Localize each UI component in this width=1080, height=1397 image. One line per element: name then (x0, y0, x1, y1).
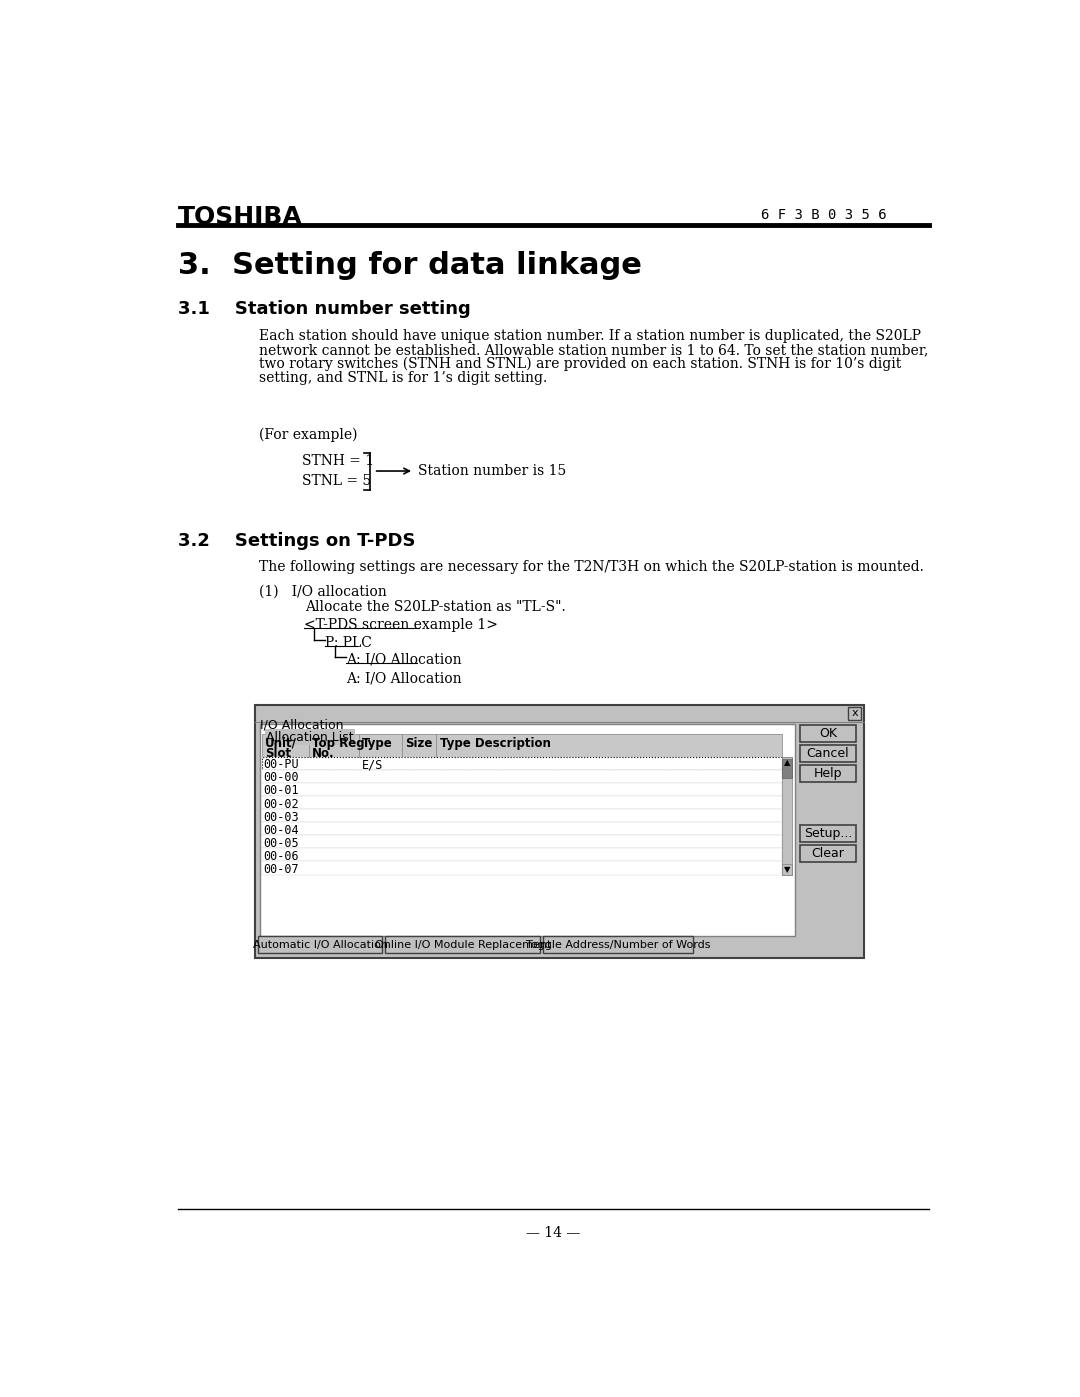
Text: 3.1    Station number setting: 3.1 Station number setting (177, 300, 471, 319)
Text: Top Reg: Top Reg (312, 736, 364, 750)
Text: 6 F 3 B 0 3 5 6: 6 F 3 B 0 3 5 6 (761, 208, 887, 222)
Text: 00-PU: 00-PU (264, 759, 299, 771)
Text: (1)   I/O allocation: (1) I/O allocation (259, 585, 387, 599)
Text: 00-01: 00-01 (264, 784, 299, 798)
Bar (262, 848, 782, 862)
Text: I/O Allocation: I/O Allocation (260, 719, 343, 732)
Text: TOSHIBA: TOSHIBA (177, 204, 302, 229)
Text: 3.2    Settings on T-PDS: 3.2 Settings on T-PDS (177, 532, 415, 550)
Bar (800, 725, 855, 742)
Text: OK: OK (819, 726, 837, 740)
Text: (For example): (For example) (259, 427, 357, 443)
Text: Allocate the S20LP-station as "TL-S".: Allocate the S20LP-station as "TL-S". (306, 601, 566, 615)
Bar (848, 707, 861, 719)
Bar (782, 757, 793, 875)
Bar (260, 724, 795, 936)
Text: Slot: Slot (266, 746, 292, 760)
Bar (262, 823, 782, 835)
Text: No.: No. (312, 746, 335, 760)
Bar (262, 782, 782, 796)
Bar (262, 809, 782, 823)
Bar (262, 835, 782, 848)
Text: 00-00: 00-00 (264, 771, 299, 784)
Text: Type Description: Type Description (440, 736, 551, 750)
Text: STNL = 5: STNL = 5 (301, 474, 370, 488)
Text: Allocation List: Allocation List (266, 731, 353, 743)
Bar (262, 733, 782, 757)
Text: 00-05: 00-05 (264, 837, 299, 849)
Text: The following settings are necessary for the T2N/T3H on which the S20LP-station : The following settings are necessary for… (259, 560, 923, 574)
Text: A: I/O Allocation: A: I/O Allocation (346, 652, 461, 666)
Bar (262, 757, 782, 770)
Text: Setup...: Setup... (804, 827, 852, 840)
Text: setting, and STNL is for 1’s digit setting.: setting, and STNL is for 1’s digit setti… (259, 372, 548, 386)
Text: E/S: E/S (362, 759, 383, 771)
Bar (800, 845, 855, 862)
Text: P: PLC: P: PLC (325, 636, 372, 650)
Bar (262, 757, 782, 770)
Text: — 14 —: — 14 — (526, 1227, 581, 1241)
Text: Automatic I/O Allocation: Automatic I/O Allocation (253, 940, 388, 950)
Text: 00-07: 00-07 (264, 863, 299, 876)
Text: Size: Size (405, 736, 432, 750)
Text: 3.  Setting for data linkage: 3. Setting for data linkage (177, 251, 642, 279)
Text: Unit/: Unit/ (266, 736, 297, 750)
Bar (262, 770, 782, 782)
Text: network cannot be established. Allowable station number is 1 to 64. To set the s: network cannot be established. Allowable… (259, 344, 929, 358)
Bar (782, 759, 793, 778)
Bar (262, 862, 782, 875)
Text: Type: Type (362, 736, 393, 750)
Text: 00-06: 00-06 (264, 849, 299, 863)
Bar (543, 936, 693, 953)
Text: STNH = 1: STNH = 1 (301, 454, 374, 468)
Text: two rotary switches (STNH and STNL) are provided on each station. STNH is for 10: two rotary switches (STNH and STNL) are … (259, 358, 901, 372)
Bar (255, 705, 864, 958)
Bar (258, 936, 382, 953)
Bar (782, 757, 793, 767)
Bar (782, 863, 793, 875)
Bar (800, 826, 855, 842)
Text: 00-04: 00-04 (264, 824, 299, 837)
Text: ▼: ▼ (784, 865, 791, 873)
Text: Each station should have unique station number. If a station number is duplicate: Each station should have unique station … (259, 330, 921, 344)
Text: 00-03: 00-03 (264, 810, 299, 824)
Text: A: I/O Allocation: A: I/O Allocation (346, 672, 461, 686)
Bar (386, 936, 540, 953)
Text: Help: Help (813, 767, 842, 780)
Bar (800, 766, 855, 782)
Text: Clear: Clear (811, 847, 845, 861)
Text: <T-PDS screen example 1>: <T-PDS screen example 1> (303, 617, 498, 631)
Text: Station number is 15: Station number is 15 (418, 464, 566, 478)
Text: x: x (851, 708, 858, 718)
Bar (800, 745, 855, 763)
Text: ▲: ▲ (784, 757, 791, 767)
Bar (262, 796, 782, 809)
Text: Toggle Address/Number of Words: Toggle Address/Number of Words (526, 940, 711, 950)
Text: Cancel: Cancel (807, 747, 849, 760)
Text: 00-02: 00-02 (264, 798, 299, 810)
Text: Online I/O Module Replacement: Online I/O Module Replacement (375, 940, 551, 950)
